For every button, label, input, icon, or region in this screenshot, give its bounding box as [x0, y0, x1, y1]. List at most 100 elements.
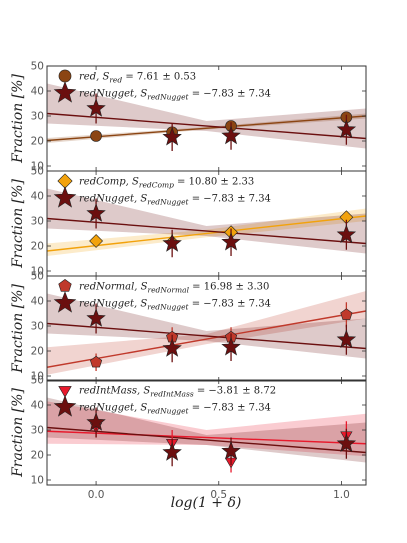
y-axis-label: Fraction [%]: [10, 179, 26, 269]
redIntMass-fit-line: [47, 430, 366, 445]
legend-subscript: redNugget: [147, 93, 189, 102]
redNugget-point: [221, 232, 241, 251]
y-tick-label: 40: [31, 191, 44, 203]
legend-series-name: redNugget, S: [79, 403, 147, 414]
legend-value: = −7.83 ± 7.34: [189, 403, 271, 414]
redNugget-point: [336, 119, 357, 138]
panel-4: 10 20 30 40 50 0.0 0.5 1.0 Fraction [%] redIntMas…: [10, 375, 367, 501]
y-axis-label: Fraction [%]: [10, 388, 26, 478]
legend-subscript: redNugget: [147, 198, 189, 207]
panel-1: 10 20 30 40 50 Fraction [%] red, Sred = 7.61 ±…: [10, 61, 367, 173]
legend-series-name: redNugget, S: [79, 194, 147, 205]
y-tick-label: 20: [31, 136, 44, 148]
redNormal-legend-marker: [58, 279, 72, 292]
legend-subscript: redNugget: [147, 407, 189, 416]
legend: red, Sred = 7.61 ± 0.53 redNugget, SredNu…: [53, 69, 271, 103]
redNugget-fit-line: [47, 112, 366, 140]
redNugget-point: [221, 125, 241, 145]
legend-series-name: redNormal, S: [79, 282, 148, 293]
legend-subscript: redNormal: [148, 286, 190, 295]
redNugget-point: [221, 337, 241, 356]
redNugget-point: [162, 233, 182, 252]
redNugget-point: [86, 308, 106, 327]
legend-value: = −7.83 ± 7.34: [189, 89, 271, 100]
x-axis-label: log(1 + δ): [171, 495, 242, 511]
redIntMass-legend-marker: [58, 386, 72, 398]
panels-group: 10 20 30 40 50 Fraction [%] red, Sred = 7.61 ±…: [10, 61, 367, 501]
panel-frame: [46, 379, 367, 486]
panel-3: 10 20 30 40 50 Fraction [%] redNormal, SredNor…: [10, 271, 367, 383]
redComp-fit-band: [47, 208, 366, 256]
redNugget-legend-marker: [53, 291, 77, 313]
legend-series-name: redNugget, S: [79, 299, 147, 310]
red-point: [90, 130, 102, 142]
y-tick-label: 50: [31, 375, 44, 387]
y-tick-label: 30: [31, 216, 44, 228]
redNugget-fit-line: [47, 322, 366, 350]
redNormal-point: [340, 308, 353, 320]
plot-area: [47, 188, 366, 258]
redNugget-point: [336, 329, 357, 348]
legend: redComp, SredComp = 10.80 ± 2.33 redNugge…: [53, 173, 271, 208]
y-tick-label: 30: [31, 111, 44, 123]
redNugget-legend-marker: [53, 186, 77, 208]
legend-subscript: redComp: [139, 181, 174, 190]
y-tick-label: 10: [31, 371, 44, 383]
redComp-fit-line: [47, 215, 366, 252]
panel-2: 10 20 30 40 50 Fraction [%] redComp, SredComp …: [10, 166, 367, 278]
redNugget-point: [86, 203, 106, 222]
legend-value: = 7.61 ± 0.53: [122, 72, 196, 83]
redNugget-point: [162, 338, 182, 357]
redNugget-legend-marker: [53, 81, 77, 103]
legend-subscript: redNugget: [147, 303, 189, 312]
redNugget-point: [336, 433, 357, 452]
redNugget-point: [86, 98, 106, 117]
legend: redNormal, SredNormal = 16.98 ± 3.30redN…: [53, 279, 271, 313]
plot-area: [47, 397, 366, 473]
redNormal-legend-label: redNormal, SredNormal = 16.98 ± 3.30: [79, 282, 269, 295]
y-tick-label: 10: [31, 475, 44, 487]
x-tick-label: 0.0: [88, 489, 105, 501]
redNormal-fit-line: [47, 310, 366, 368]
redNugget-legend-label: redNugget, SredNugget = −7.83 ± 7.34: [79, 403, 271, 416]
legend-value: = −7.83 ± 7.34: [189, 194, 271, 205]
redNugget-point: [336, 224, 357, 243]
y-tick-label: 40: [31, 400, 44, 412]
x-tick-label: 0.5: [210, 489, 227, 501]
red-legend-marker: [58, 69, 72, 83]
redComp-point: [89, 234, 104, 248]
legend-subscript: redIntMass: [150, 390, 194, 399]
y-tick-label: 40: [31, 296, 44, 308]
redNugget-fit-line: [47, 217, 366, 245]
legend-value: = 16.98 ± 3.30: [189, 282, 269, 293]
y-tick-label: 20: [31, 450, 44, 462]
legend-value: = −7.83 ± 7.34: [189, 299, 271, 310]
legend-value: = 10.80 ± 2.33: [174, 177, 254, 188]
legend-series-name: redComp, S: [79, 177, 139, 188]
red-legend-label: red, Sred = 7.61 ± 0.53: [79, 72, 196, 85]
redNugget-point: [86, 412, 106, 431]
legend-value: = −3.81 ± 8.72: [194, 386, 276, 397]
legend-series-name: redNugget, S: [79, 89, 147, 100]
legend-series-name: redIntMass, S: [79, 386, 150, 397]
y-tick-label: 20: [31, 241, 44, 253]
redNugget-legend-label: redNugget, SredNugget = −7.83 ± 7.34: [79, 299, 271, 312]
y-axis-label: Fraction [%]: [10, 284, 26, 374]
plot-area: [47, 83, 366, 151]
panel-frame: [46, 275, 367, 382]
y-tick-label: 50: [31, 166, 44, 178]
y-tick-label: 30: [31, 425, 44, 437]
y-axis-label: Fraction [%]: [10, 74, 26, 164]
redComp-legend-label: redComp, SredComp = 10.80 ± 2.33: [79, 177, 254, 190]
redNormal-point: [90, 355, 103, 368]
y-tick-label: 10: [31, 266, 44, 278]
redNugget-point: [162, 127, 182, 146]
redNugget-point: [162, 442, 182, 461]
redNugget-fit-line: [47, 426, 366, 454]
redNugget-legend-label: redNugget, SredNugget = −7.83 ± 7.34: [79, 194, 271, 207]
y-tick-label: 20: [31, 346, 44, 358]
redIntMass-legend-label: redIntMass, SredIntMass = −3.81 ± 8.72: [79, 386, 276, 399]
y-tick-label: 30: [31, 321, 44, 333]
redComp-legend-marker: [57, 173, 73, 189]
